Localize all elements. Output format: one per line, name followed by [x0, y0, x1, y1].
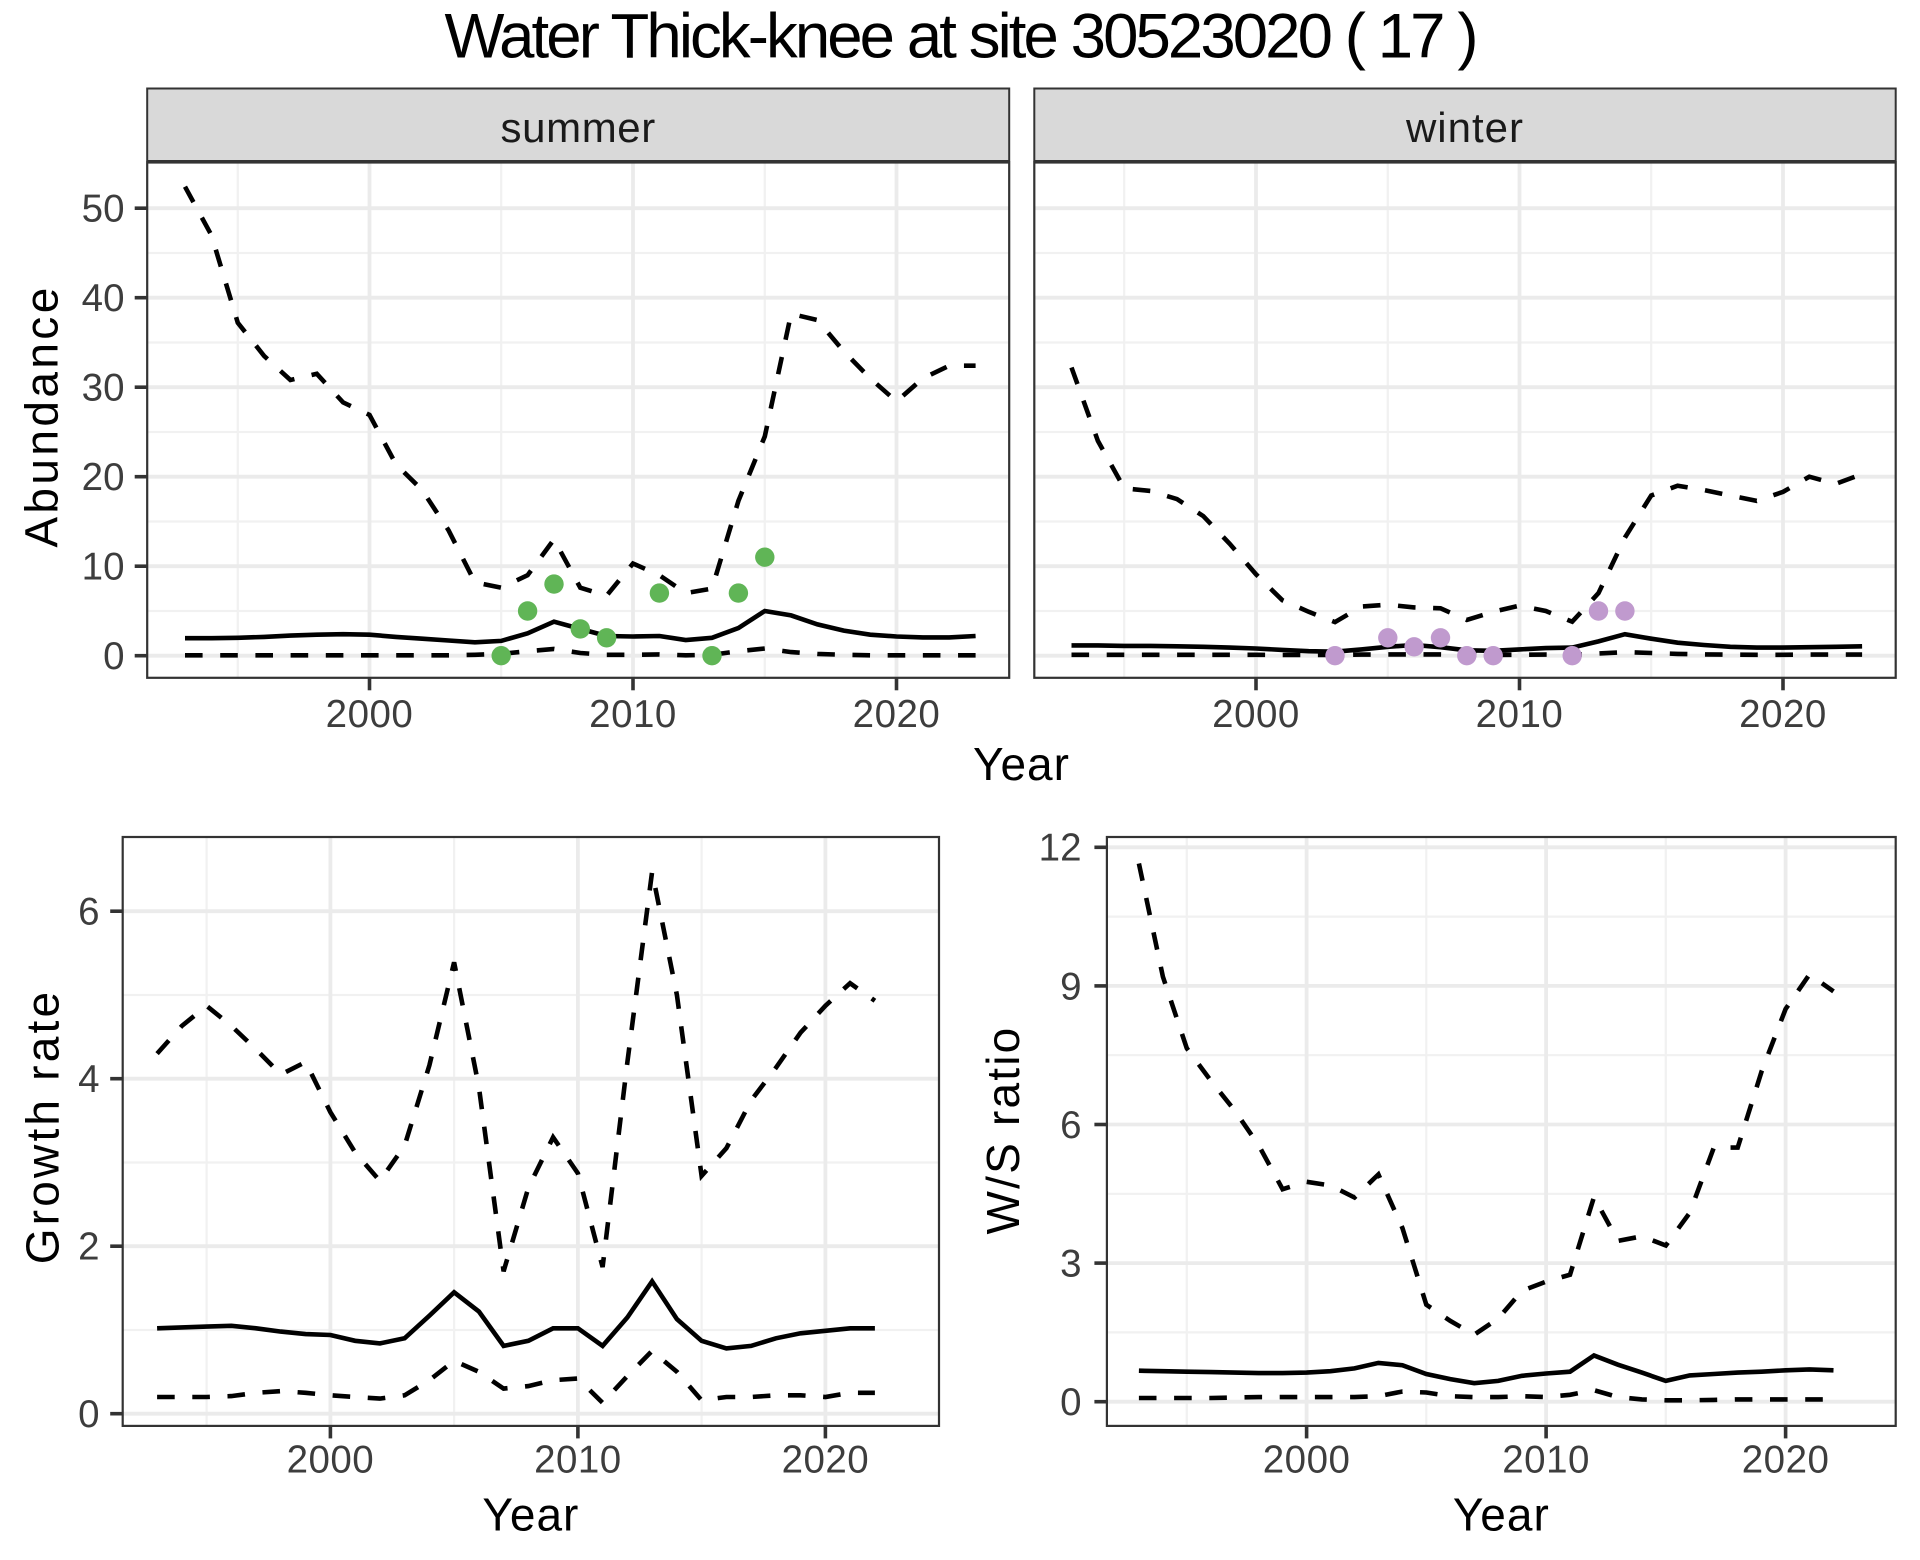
svg-text:0: 0 [103, 635, 124, 678]
svg-text:winter: winter [1405, 104, 1524, 151]
svg-text:0: 0 [78, 1393, 99, 1436]
svg-text:2010: 2010 [1476, 693, 1564, 736]
svg-text:2: 2 [78, 1226, 99, 1269]
svg-text:Year: Year [973, 738, 1070, 790]
svg-text:20: 20 [82, 456, 125, 499]
svg-text:2000: 2000 [287, 1439, 375, 1482]
svg-text:2010: 2010 [534, 1439, 622, 1482]
svg-text:W/S ratio: W/S ratio [977, 1026, 1029, 1235]
svg-text:2020: 2020 [853, 693, 941, 736]
svg-text:2010: 2010 [1502, 1439, 1590, 1482]
svg-text:50: 50 [82, 188, 125, 231]
svg-text:2000: 2000 [1263, 1439, 1351, 1482]
svg-text:2020: 2020 [782, 1439, 870, 1482]
svg-text:6: 6 [78, 891, 99, 934]
svg-text:Abundance: Abundance [16, 284, 68, 547]
svg-text:2020: 2020 [1742, 1439, 1830, 1482]
svg-text:9: 9 [1060, 965, 1081, 1008]
svg-text:Water Thick-knee at site 30523: Water Thick-knee at site 30523020 ( 17 ) [444, 2, 1475, 72]
svg-text:3: 3 [1060, 1243, 1081, 1286]
svg-text:2010: 2010 [589, 693, 677, 736]
svg-text:summer: summer [501, 104, 656, 151]
svg-text:12: 12 [1039, 827, 1082, 870]
svg-text:40: 40 [82, 277, 125, 320]
svg-text:6: 6 [1060, 1104, 1081, 1147]
svg-text:4: 4 [78, 1058, 99, 1101]
svg-text:2000: 2000 [326, 693, 414, 736]
svg-text:2000: 2000 [1212, 693, 1300, 736]
svg-text:Year: Year [482, 1488, 579, 1540]
svg-text:Year: Year [1453, 1488, 1550, 1540]
svg-text:Growth rate: Growth rate [17, 989, 69, 1265]
svg-text:30: 30 [82, 367, 125, 410]
svg-text:10: 10 [82, 546, 125, 589]
svg-text:2020: 2020 [1739, 693, 1827, 736]
svg-text:0: 0 [1060, 1381, 1081, 1424]
